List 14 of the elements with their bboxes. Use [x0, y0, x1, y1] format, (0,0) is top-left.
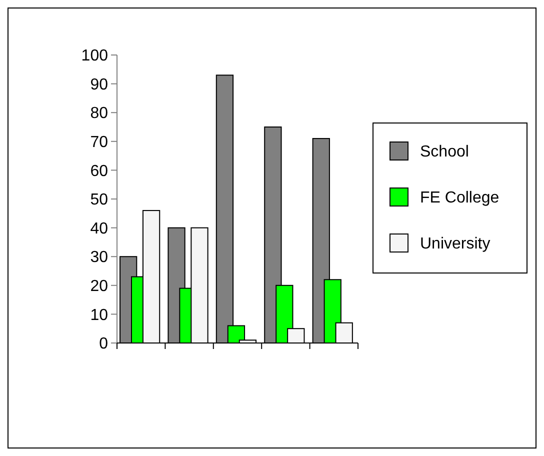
y-tick-label: 50: [90, 192, 108, 209]
legend-label: University: [420, 236, 490, 253]
y-tick-label: 100: [81, 48, 108, 65]
y-tick-label: 30: [90, 249, 108, 266]
y-tick-label: 10: [90, 306, 108, 324]
y-tick-label: 40: [90, 220, 108, 238]
y-tick-label: 20: [90, 278, 108, 295]
y-tick-label: 90: [90, 76, 108, 94]
y-tick-label: 80: [90, 105, 108, 122]
y-tick-label: 0: [99, 336, 108, 353]
legend-label: School: [420, 144, 469, 161]
y-tick-label: 70: [90, 134, 108, 151]
y-tick-label: 60: [90, 162, 108, 180]
legend-label: FE College: [420, 190, 500, 207]
